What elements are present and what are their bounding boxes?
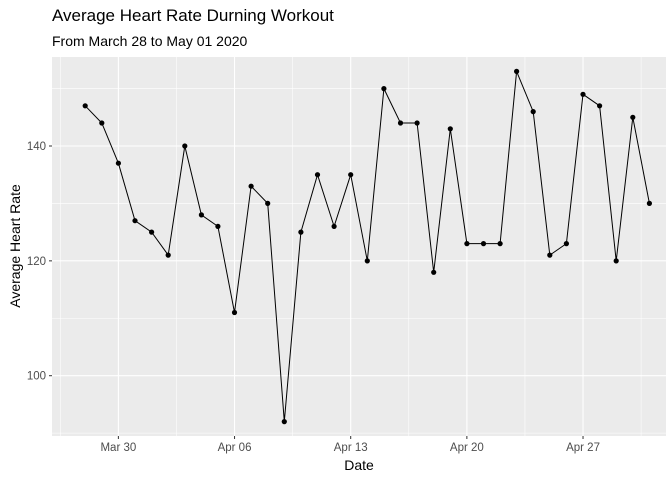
data-point <box>447 126 453 132</box>
x-tick-label: Apr 06 <box>218 442 252 454</box>
data-point <box>514 68 520 74</box>
y-axis: 100 120 140 <box>27 141 52 383</box>
data-point <box>265 200 271 206</box>
x-tick-label: Apr 13 <box>334 442 368 454</box>
data-point <box>431 269 437 275</box>
chart-title: Average Heart Rate Durning Workout <box>52 6 334 25</box>
data-point <box>99 120 105 126</box>
data-point <box>563 241 570 247</box>
data-point <box>547 252 553 258</box>
data-point <box>149 229 155 235</box>
data-point <box>165 252 171 258</box>
data-point <box>115 160 121 166</box>
y-tick-label: 120 <box>27 256 46 268</box>
x-axis-title: Date <box>344 457 374 473</box>
data-point <box>530 109 536 115</box>
data-point <box>281 419 287 425</box>
data-point <box>182 143 188 149</box>
major-gridlines <box>52 57 666 436</box>
data-point <box>231 309 238 316</box>
y-tick-label: 100 <box>27 371 46 383</box>
x-tick-label: Mar 30 <box>100 442 136 454</box>
data-point <box>331 223 337 229</box>
data-point <box>613 258 619 264</box>
data-point <box>397 120 404 126</box>
data-point <box>348 172 354 178</box>
x-axis: Mar 30 Apr 06 Apr 13 Apr 20 Apr 27 <box>100 436 600 454</box>
data-point <box>464 241 470 247</box>
data-point <box>381 86 387 92</box>
minor-gridlines <box>52 57 666 436</box>
chart-subtitle: From March 28 to May 01 2020 <box>52 33 248 49</box>
data-point <box>480 241 487 247</box>
data-point <box>597 103 603 109</box>
data-point <box>646 200 653 206</box>
x-tick-label: Apr 27 <box>566 442 600 454</box>
y-tick-label: 140 <box>27 141 46 153</box>
data-point <box>314 172 321 178</box>
y-axis-title: Average Heart Rate <box>7 184 23 308</box>
data-point <box>630 114 636 120</box>
data-point <box>248 183 254 189</box>
data-point <box>364 258 370 264</box>
data-series <box>82 68 653 425</box>
data-point <box>82 103 88 109</box>
data-point <box>215 223 221 229</box>
data-point <box>580 91 586 97</box>
data-point <box>132 218 138 224</box>
plot-panel <box>52 57 666 436</box>
data-point <box>414 120 420 126</box>
x-tick-label: Apr 20 <box>450 442 484 454</box>
data-point <box>497 241 503 247</box>
data-point <box>298 229 304 235</box>
data-point <box>198 212 204 218</box>
